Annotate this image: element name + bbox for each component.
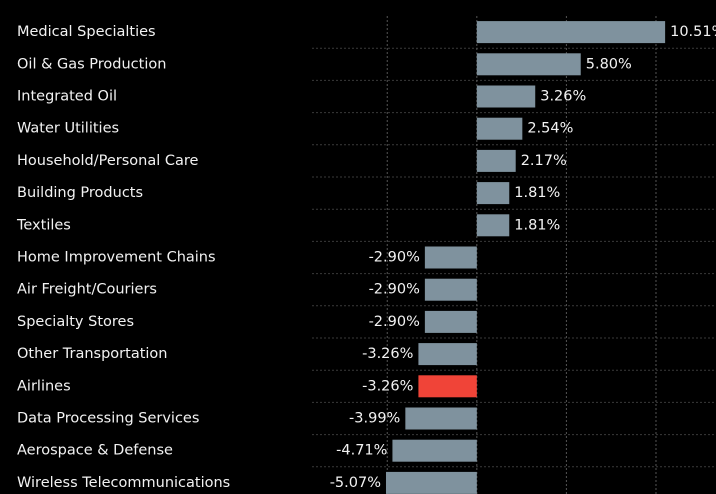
bar [476, 85, 536, 108]
category-label: Water Utilities [17, 121, 119, 137]
category-label: Airlines [17, 378, 71, 394]
bar [476, 21, 666, 44]
bar [424, 310, 477, 333]
bar [476, 182, 510, 205]
value-label: -3.26% [362, 346, 413, 362]
category-label: Building Products [17, 185, 143, 201]
value-label: 2.17% [521, 153, 567, 169]
bar [392, 439, 477, 462]
value-label: 3.26% [540, 89, 586, 105]
value-label: -4.71% [336, 443, 387, 459]
value-label: 2.54% [527, 121, 573, 137]
category-label: Aerospace & Defense [17, 443, 173, 459]
value-label: 1.81% [514, 185, 560, 201]
bar [424, 246, 477, 269]
category-label: Oil & Gas Production [17, 56, 166, 72]
category-label: Air Freight/Couriers [17, 282, 157, 298]
category-label: Home Improvement Chains [17, 250, 216, 266]
value-label: -2.90% [369, 314, 420, 330]
value-label: -3.26% [362, 378, 413, 394]
category-label: Textiles [16, 217, 71, 233]
bar [418, 375, 477, 398]
value-label: 1.81% [514, 217, 560, 233]
category-label: Household/Personal Care [17, 153, 199, 169]
value-label: -3.99% [349, 411, 400, 427]
category-label: Data Processing Services [17, 411, 199, 427]
bar [476, 149, 516, 172]
bar [405, 407, 477, 430]
category-label: Wireless Telecommunications [17, 475, 230, 491]
bar [385, 471, 477, 494]
value-label: -2.90% [369, 282, 420, 298]
category-label: Other Transportation [17, 346, 167, 362]
value-label: -5.07% [330, 475, 381, 491]
value-label: 10.51% [670, 24, 716, 40]
category-label: Medical Specialties [17, 24, 156, 40]
category-label: Integrated Oil [17, 89, 117, 105]
category-label: Specialty Stores [17, 314, 134, 330]
bar [418, 343, 477, 366]
bar [476, 214, 510, 237]
value-label: -2.90% [369, 250, 420, 266]
value-label: 5.80% [586, 56, 632, 72]
bar [424, 278, 477, 301]
bar [476, 53, 581, 76]
bar [476, 117, 523, 140]
